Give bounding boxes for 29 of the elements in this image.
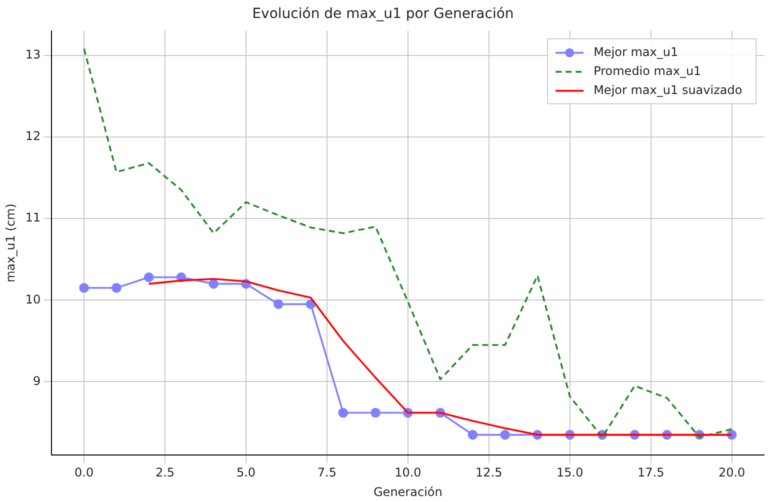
x-tick-label: 7.5 xyxy=(317,466,337,480)
y-tick-label: 12 xyxy=(25,129,41,144)
point xyxy=(112,282,122,293)
x-tick-label: 0.0 xyxy=(74,466,94,480)
chart-title: Evolución de max_u1 por Generación xyxy=(252,6,514,22)
point xyxy=(468,430,478,440)
y-tick-label: 11 xyxy=(25,210,41,225)
x-tick-label: 17.5 xyxy=(637,466,664,480)
x-tick-label: 12.5 xyxy=(476,466,502,480)
y-tick-label: 13 xyxy=(25,47,41,62)
legend-label: Mejor max_u1 xyxy=(594,44,678,59)
point xyxy=(338,408,348,418)
point xyxy=(208,278,219,289)
point xyxy=(79,282,89,293)
point xyxy=(273,299,284,310)
y-tick-label: 9 xyxy=(33,374,41,388)
y-axis-title: max_u1 (cm) xyxy=(3,204,18,282)
point xyxy=(370,408,380,418)
x-tick-label: 15.0 xyxy=(556,466,584,480)
x-tick-label: 2.5 xyxy=(155,466,175,480)
y-tick-label: 10 xyxy=(25,292,41,306)
legend-label: Promedio max_u1 xyxy=(594,64,702,78)
x-tick-label: 5.0 xyxy=(236,466,256,480)
x-axis-title: Generación xyxy=(374,484,442,499)
x-tick-label: 20.0 xyxy=(718,466,746,480)
point xyxy=(500,430,510,440)
point xyxy=(144,272,154,282)
x-tick-label: 10.0 xyxy=(394,466,422,480)
legend-label: Mejor max_u1 suavizado xyxy=(594,82,742,97)
